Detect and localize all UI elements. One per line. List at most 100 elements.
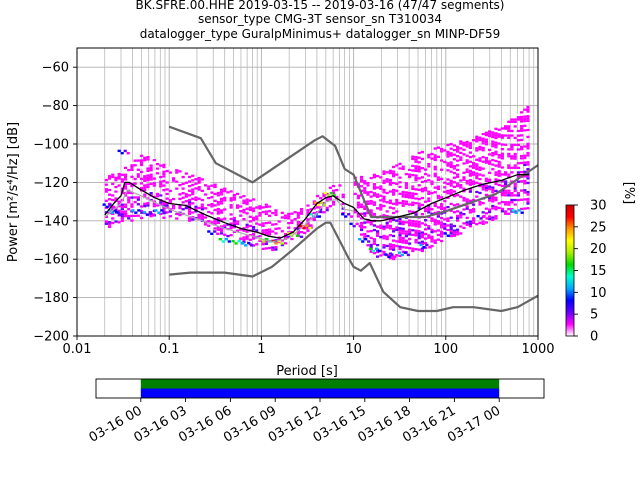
density-cell	[280, 216, 284, 219]
density-cell	[382, 237, 386, 240]
density-cell	[401, 227, 405, 230]
density-cell	[267, 205, 272, 208]
density-cell	[526, 154, 530, 157]
density-cell	[283, 232, 288, 236]
density-cell	[497, 165, 501, 168]
density-cell	[516, 129, 520, 133]
density-cell	[440, 223, 444, 227]
density-cell	[184, 188, 188, 191]
density-cell	[440, 182, 444, 185]
density-cell	[120, 173, 124, 176]
density-cell	[127, 217, 131, 220]
density-cell	[184, 193, 188, 196]
density-cell	[133, 214, 137, 218]
density-cell	[136, 168, 140, 171]
density-cell	[475, 174, 479, 178]
density-cell	[414, 245, 418, 249]
density-cell	[376, 174, 380, 178]
density-cell	[130, 219, 134, 222]
density-cell-hot	[110, 211, 114, 214]
density-cell	[516, 171, 520, 174]
density-cell	[392, 227, 396, 231]
density-cell	[283, 214, 288, 217]
density-cell	[123, 210, 128, 213]
density-cell	[440, 230, 444, 234]
density-cell	[159, 182, 163, 186]
density-cell	[478, 166, 482, 169]
density-cell	[504, 194, 508, 197]
density-cell	[229, 233, 233, 237]
density-cell	[408, 194, 412, 197]
density-cell	[500, 210, 504, 213]
x-axis-label: Period [s]	[276, 364, 338, 379]
density-cell	[213, 204, 217, 207]
density-cell	[520, 207, 524, 211]
density-cell	[504, 205, 508, 208]
density-cell	[379, 203, 383, 207]
density-cell	[523, 179, 527, 183]
density-cell-hot	[403, 251, 407, 254]
density-cell	[245, 235, 249, 238]
density-cell	[104, 183, 108, 186]
x-tick-label: 1000	[521, 342, 554, 357]
density-cell	[491, 133, 495, 136]
density-cell	[424, 232, 428, 236]
density-cell	[287, 226, 291, 229]
density-cell	[491, 135, 495, 139]
density-cell	[478, 145, 482, 149]
density-cell	[420, 233, 424, 237]
density-cell-hot	[247, 241, 251, 245]
density-cell	[456, 228, 460, 231]
density-cell	[481, 201, 485, 205]
density-cell	[414, 199, 418, 203]
density-cell	[468, 183, 472, 186]
density-cell	[203, 216, 208, 219]
density-cell	[303, 211, 307, 214]
density-cell	[360, 210, 364, 213]
density-cell	[504, 212, 508, 215]
density-cell	[287, 238, 291, 241]
density-cell	[136, 216, 140, 220]
density-cell	[472, 182, 476, 186]
density-cell	[325, 209, 329, 212]
density-cell	[516, 139, 520, 142]
density-cell	[235, 220, 240, 223]
density-cell	[443, 220, 447, 223]
density-cell	[306, 204, 310, 207]
density-cell	[111, 182, 115, 186]
density-cell	[248, 215, 252, 218]
density-cell	[235, 206, 240, 209]
density-cell	[520, 122, 524, 126]
density-cell	[366, 177, 370, 180]
density-cell	[408, 168, 412, 172]
density-cell-hot	[227, 240, 231, 243]
density-cell-hot	[419, 243, 423, 247]
density-cell	[248, 220, 252, 223]
density-cell	[433, 243, 437, 247]
density-cell	[123, 215, 128, 218]
density-cell	[468, 204, 472, 207]
density-cell	[436, 178, 440, 181]
density-cell-hot	[520, 211, 524, 214]
density-cell	[395, 233, 399, 236]
density-cell	[293, 211, 297, 214]
density-cell	[159, 180, 163, 183]
density-cell	[481, 188, 485, 191]
density-cell-hot	[428, 246, 432, 249]
density-cell	[159, 196, 163, 199]
density-cell	[187, 194, 192, 197]
density-cell	[500, 184, 504, 188]
density-cell	[114, 190, 118, 193]
density-cell	[331, 196, 336, 199]
density-cell-hot	[377, 249, 382, 253]
density-cell	[443, 199, 447, 203]
density-cell	[306, 222, 310, 226]
density-cell	[404, 195, 408, 199]
density-cell	[420, 222, 424, 225]
density-cell	[213, 206, 217, 209]
density-cell	[449, 184, 453, 187]
density-cell	[401, 167, 405, 171]
density-cell	[504, 171, 508, 174]
density-cell	[133, 159, 137, 162]
density-cell	[398, 201, 402, 205]
